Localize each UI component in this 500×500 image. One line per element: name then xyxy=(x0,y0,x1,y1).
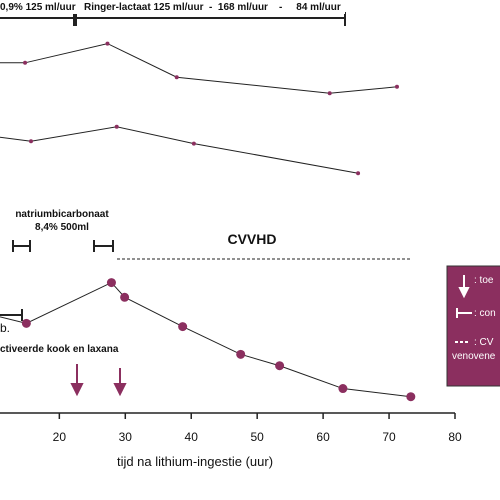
label-bg xyxy=(0,1,345,14)
bracket xyxy=(0,309,23,321)
data-line xyxy=(0,43,398,94)
annotation: natriumbicarbonaat xyxy=(15,209,109,220)
annotation: ctiveerde kook en laxana xyxy=(0,344,119,355)
legend-text: : con xyxy=(474,308,496,319)
infusion-label: 0,9% 125 ml/uur xyxy=(0,2,76,13)
data-point xyxy=(106,278,116,288)
annotation: CVVHD xyxy=(227,231,276,247)
infusion-label: Ringer-lactaat 125 ml/uur - 168 ml/uur -… xyxy=(84,2,341,13)
annotation: b. xyxy=(0,321,10,335)
data-line xyxy=(0,281,411,398)
data-point xyxy=(406,392,416,402)
data-point xyxy=(28,139,33,144)
data-point xyxy=(105,41,110,46)
annotation: 8,4% 500ml xyxy=(35,222,89,233)
x-axis-label: tijd na lithium-ingestie (uur) xyxy=(117,454,273,469)
legend-text: venovene xyxy=(452,351,496,362)
legend-text: : CV xyxy=(474,337,494,348)
data-point xyxy=(178,322,188,332)
x-tick-label: 70 xyxy=(382,430,396,444)
x-tick-label: 20 xyxy=(53,430,67,444)
data-point xyxy=(356,171,361,176)
data-point xyxy=(275,361,285,371)
data-point xyxy=(327,91,332,96)
data-point xyxy=(174,75,179,80)
x-tick-label: 80 xyxy=(448,430,462,444)
legend-text: : toe xyxy=(474,275,494,286)
data-point xyxy=(23,60,28,65)
bicarbonate-brackets xyxy=(12,240,114,252)
x-tick-label: 60 xyxy=(316,430,330,444)
legend-symbols xyxy=(455,275,472,343)
arrows xyxy=(70,364,127,397)
data-point xyxy=(394,84,399,89)
x-tick-label: 40 xyxy=(185,430,199,444)
data-point xyxy=(338,384,348,394)
data-point xyxy=(191,141,196,146)
data-line xyxy=(0,126,359,174)
x-tick-label: 50 xyxy=(250,430,264,444)
data-point xyxy=(114,124,119,129)
data-point xyxy=(236,349,246,359)
x-tick-label: 30 xyxy=(119,430,133,444)
data-point xyxy=(120,292,130,302)
data-point xyxy=(21,318,31,328)
legend-box xyxy=(446,265,500,387)
